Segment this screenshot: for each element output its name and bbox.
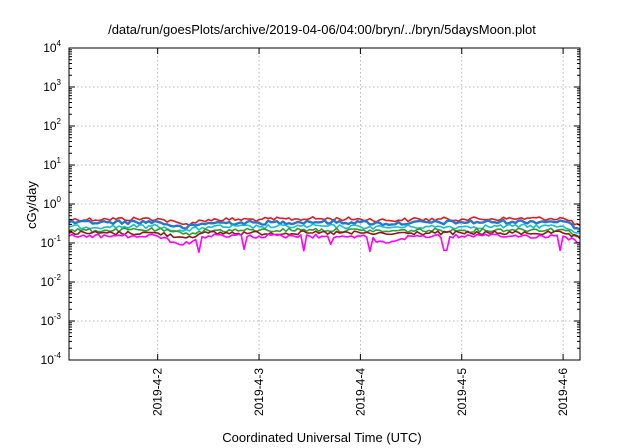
y-tick-label: 10-1	[41, 234, 62, 250]
x-tick-label: 2019-4-3	[252, 368, 266, 416]
ticks: 10-4 10-3 10-2 10-1 100 101 102 103 104 2019-4-2 2…	[41, 39, 580, 416]
grid	[69, 48, 580, 360]
series-line	[68, 223, 581, 234]
x-tick-label: 2019-4-6	[556, 368, 570, 416]
x-tick-label: 2019-4-5	[455, 368, 469, 416]
series-line	[68, 233, 581, 254]
y-tick-label: 10-4	[41, 351, 62, 367]
y-tick-label: 10-2	[41, 273, 62, 289]
y-tick-label: 103	[43, 78, 61, 94]
y-axis-label: cGy/day	[24, 181, 39, 229]
y-tick-label: 101	[43, 156, 61, 172]
y-tick-label: 100	[43, 195, 61, 211]
y-tick-label: 10-3	[41, 312, 62, 328]
x-tick-label: 2019-4-2	[151, 368, 165, 416]
series-line	[68, 218, 581, 231]
x-tick-label: 2019-4-4	[353, 368, 367, 416]
plot-frame	[68, 47, 581, 361]
y-tick-label: 104	[43, 39, 61, 55]
x-axis-label: Coordinated Universal Time (UTC)	[222, 430, 421, 445]
y-tick-label: 102	[43, 117, 61, 133]
chart-title: /data/run/goesPlots/archive/2019-04-06/0…	[108, 22, 536, 37]
series-layer	[68, 216, 581, 254]
series-line	[68, 230, 581, 240]
